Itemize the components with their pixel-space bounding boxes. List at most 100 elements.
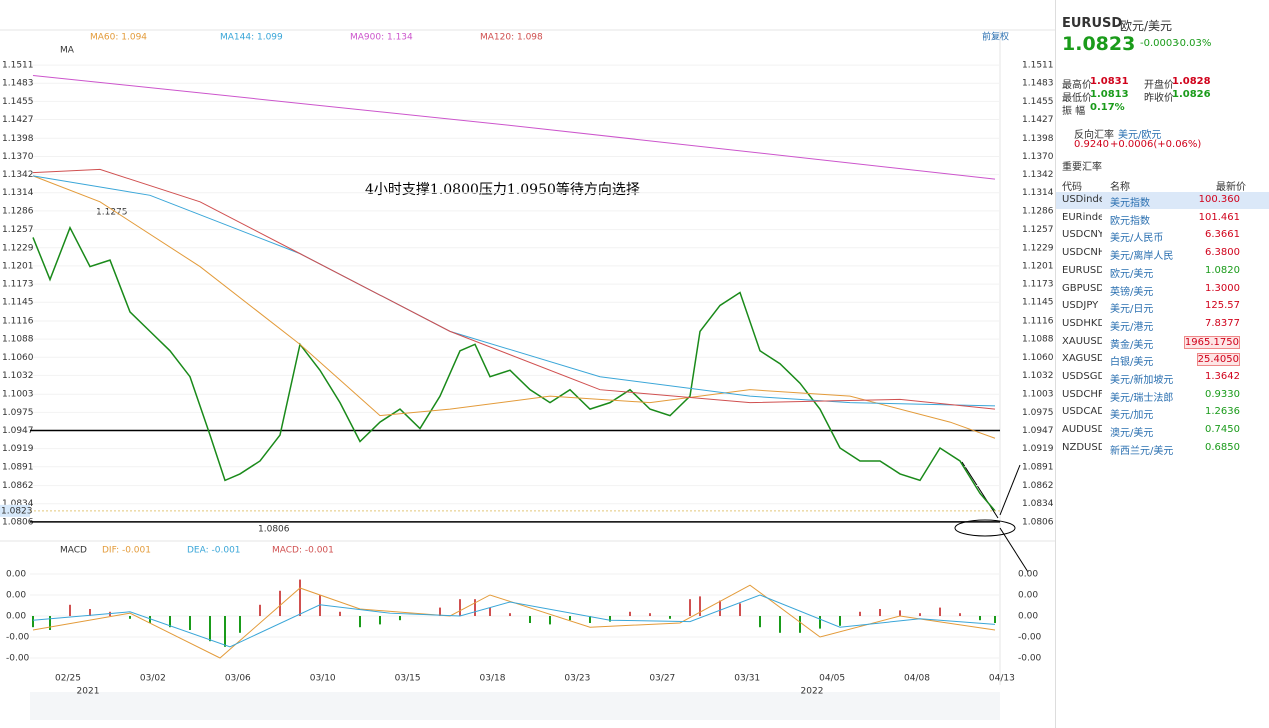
price-line xyxy=(32,74,996,180)
name: 澳元/美元 xyxy=(1110,428,1154,440)
low-label: 1.0806 xyxy=(258,525,290,535)
y-tick-label: 1.0919 xyxy=(2,444,34,454)
circle-mark xyxy=(954,519,1016,537)
last-price: 1.3642 xyxy=(1205,371,1240,382)
x-tick-label: 03/15 xyxy=(395,674,421,684)
stat-value: 1.0826 xyxy=(1172,89,1211,100)
last-price: 1.3000 xyxy=(1205,282,1240,294)
x-tick-label: 03/27 xyxy=(649,674,675,684)
last-price: 0.7450 xyxy=(1205,424,1240,436)
code: USDHKD xyxy=(1062,317,1102,329)
y-tick-label: 1.1060 xyxy=(1022,353,1054,363)
stat-label: 最低价 xyxy=(1062,93,1092,104)
y-tick-label: 0.00 xyxy=(1018,590,1038,600)
table-header: 名称 xyxy=(1110,182,1130,193)
x-tick-label: 03/06 xyxy=(225,674,251,684)
stat-label: 昨收价 xyxy=(1144,93,1174,104)
table-row: USDSGD 美元/新加坡元 1.3642 xyxy=(1056,369,1269,386)
x-tick-label: 03/10 xyxy=(310,674,336,684)
price: 1.0823 xyxy=(1062,33,1136,55)
reverse-price: 0.9240 xyxy=(1074,139,1109,150)
x-tick-label: 04/08 xyxy=(904,674,930,684)
arrow xyxy=(961,461,999,519)
stat-value: 1.0828 xyxy=(1172,76,1211,87)
table-header: 最新价 xyxy=(1216,182,1246,193)
adjust-button[interactable]: 前复权 xyxy=(982,31,1009,43)
y-tick-label: 1.1088 xyxy=(2,335,34,345)
high-label: 1.1275 xyxy=(96,208,128,218)
table-row: USDHKD 美元/港元 7.8377 xyxy=(1056,316,1269,333)
y-tick-label: 1.1229 xyxy=(1022,243,1054,253)
y-tick-label: 1.0919 xyxy=(1022,444,1054,454)
table-row: NZDUSD 新西兰元/美元 0.6850 xyxy=(1056,440,1269,457)
background xyxy=(0,0,1055,728)
macd-title: MACD xyxy=(60,546,87,556)
x-tick-label: 03/18 xyxy=(480,674,506,684)
navigator[interactable] xyxy=(30,692,1000,720)
last-price: 25.4050 xyxy=(1196,353,1240,367)
table-header: 代码 xyxy=(1062,182,1082,193)
table-row: EURUSD 欧元/美元 1.0820 xyxy=(1056,263,1269,280)
last-price: 6.3800 xyxy=(1205,247,1240,259)
x-tick-label: 03/23 xyxy=(564,674,590,684)
y-tick-label: 1.0975 xyxy=(2,408,34,418)
y-tick-label: 1.1145 xyxy=(1022,298,1054,308)
y-tick-label: 1.1314 xyxy=(2,188,34,198)
y-tick-label: 1.1003 xyxy=(2,390,34,400)
x-tick-label: 02/25 xyxy=(55,674,81,684)
y-tick-label: 1.1003 xyxy=(1022,390,1054,400)
y-tick-label: 1.0806 xyxy=(1022,517,1054,527)
code: EURindex xyxy=(1062,211,1102,223)
y-tick-label: 1.1032 xyxy=(1022,371,1054,381)
y-tick-label: -0.00 xyxy=(1018,654,1042,664)
y-tick-label: 1.1032 xyxy=(2,371,34,381)
table-row: USDCAD 美元/加元 1.2636 xyxy=(1056,404,1269,421)
macd-label: MACD: -0.001 xyxy=(272,546,334,556)
name: 欧元指数 xyxy=(1110,215,1150,227)
stat-value: 1.0813 xyxy=(1090,89,1129,100)
code: USDJPY xyxy=(1062,300,1099,312)
y-tick-label: 1.1088 xyxy=(1022,335,1054,345)
dea-label: DEA: -0.001 xyxy=(187,546,241,556)
stat-label: 开盘价 xyxy=(1144,80,1174,91)
name: 美元/离岸人民币 xyxy=(1110,251,1174,263)
current-price: 1.0823 xyxy=(1,506,33,516)
y-tick-label: 1.1201 xyxy=(2,261,34,271)
name: 黄金/美元 xyxy=(1110,339,1154,351)
y-tick-label: 1.1257 xyxy=(1022,225,1054,235)
reverse-name: 美元/欧元 xyxy=(1118,130,1162,141)
code: USDinde xyxy=(1062,194,1102,205)
table-row: USDCNY 美元/人民币 6.3661 xyxy=(1056,227,1269,244)
y-tick-label: 1.1511 xyxy=(1022,61,1054,71)
legend-item: MA900: 1.134 xyxy=(350,33,413,43)
arrow xyxy=(999,464,1021,516)
y-tick-label: 1.0834 xyxy=(2,499,34,509)
code: XAGUSD xyxy=(1062,353,1102,365)
name: 美元/瑞士法郎 xyxy=(1110,392,1174,404)
y-tick-label: 1.1116 xyxy=(1022,317,1054,327)
table-row: USDCNH 美元/离岸人民币 6.3800 xyxy=(1056,245,1269,262)
year-label: 2022 xyxy=(801,687,824,697)
name: 英镑/美元 xyxy=(1110,286,1154,298)
code: USDCAD xyxy=(1062,406,1102,418)
last-price: 125.57 xyxy=(1205,300,1240,312)
stat-value: 0.17% xyxy=(1090,102,1125,113)
legend-item: MA60: 1.094 xyxy=(90,33,147,43)
y-tick-label: 1.1201 xyxy=(1022,261,1054,271)
year-label: 2021 xyxy=(77,687,100,697)
y-tick-label: 1.0947 xyxy=(2,426,34,436)
reverse-title: 反向汇率 xyxy=(1074,130,1114,141)
ma-header: MA xyxy=(60,46,75,56)
y-tick-label: 1.1116 xyxy=(2,317,34,327)
name: 欧元/美元 xyxy=(1110,268,1154,280)
table-row: XAGUSD 白银/美元 25.4050 xyxy=(1056,351,1269,368)
last-price: 100.360 xyxy=(1198,194,1240,205)
code: USDCHF xyxy=(1062,388,1102,400)
y-tick-label: 1.1173 xyxy=(2,280,34,290)
price-line xyxy=(32,225,996,512)
y-tick-label: 1.0891 xyxy=(2,462,34,472)
y-tick-label: 0.00 xyxy=(6,569,26,579)
y-tick-label: 1.0975 xyxy=(1022,408,1054,418)
last-price: 6.3661 xyxy=(1205,229,1240,241)
dif-line xyxy=(32,584,996,659)
